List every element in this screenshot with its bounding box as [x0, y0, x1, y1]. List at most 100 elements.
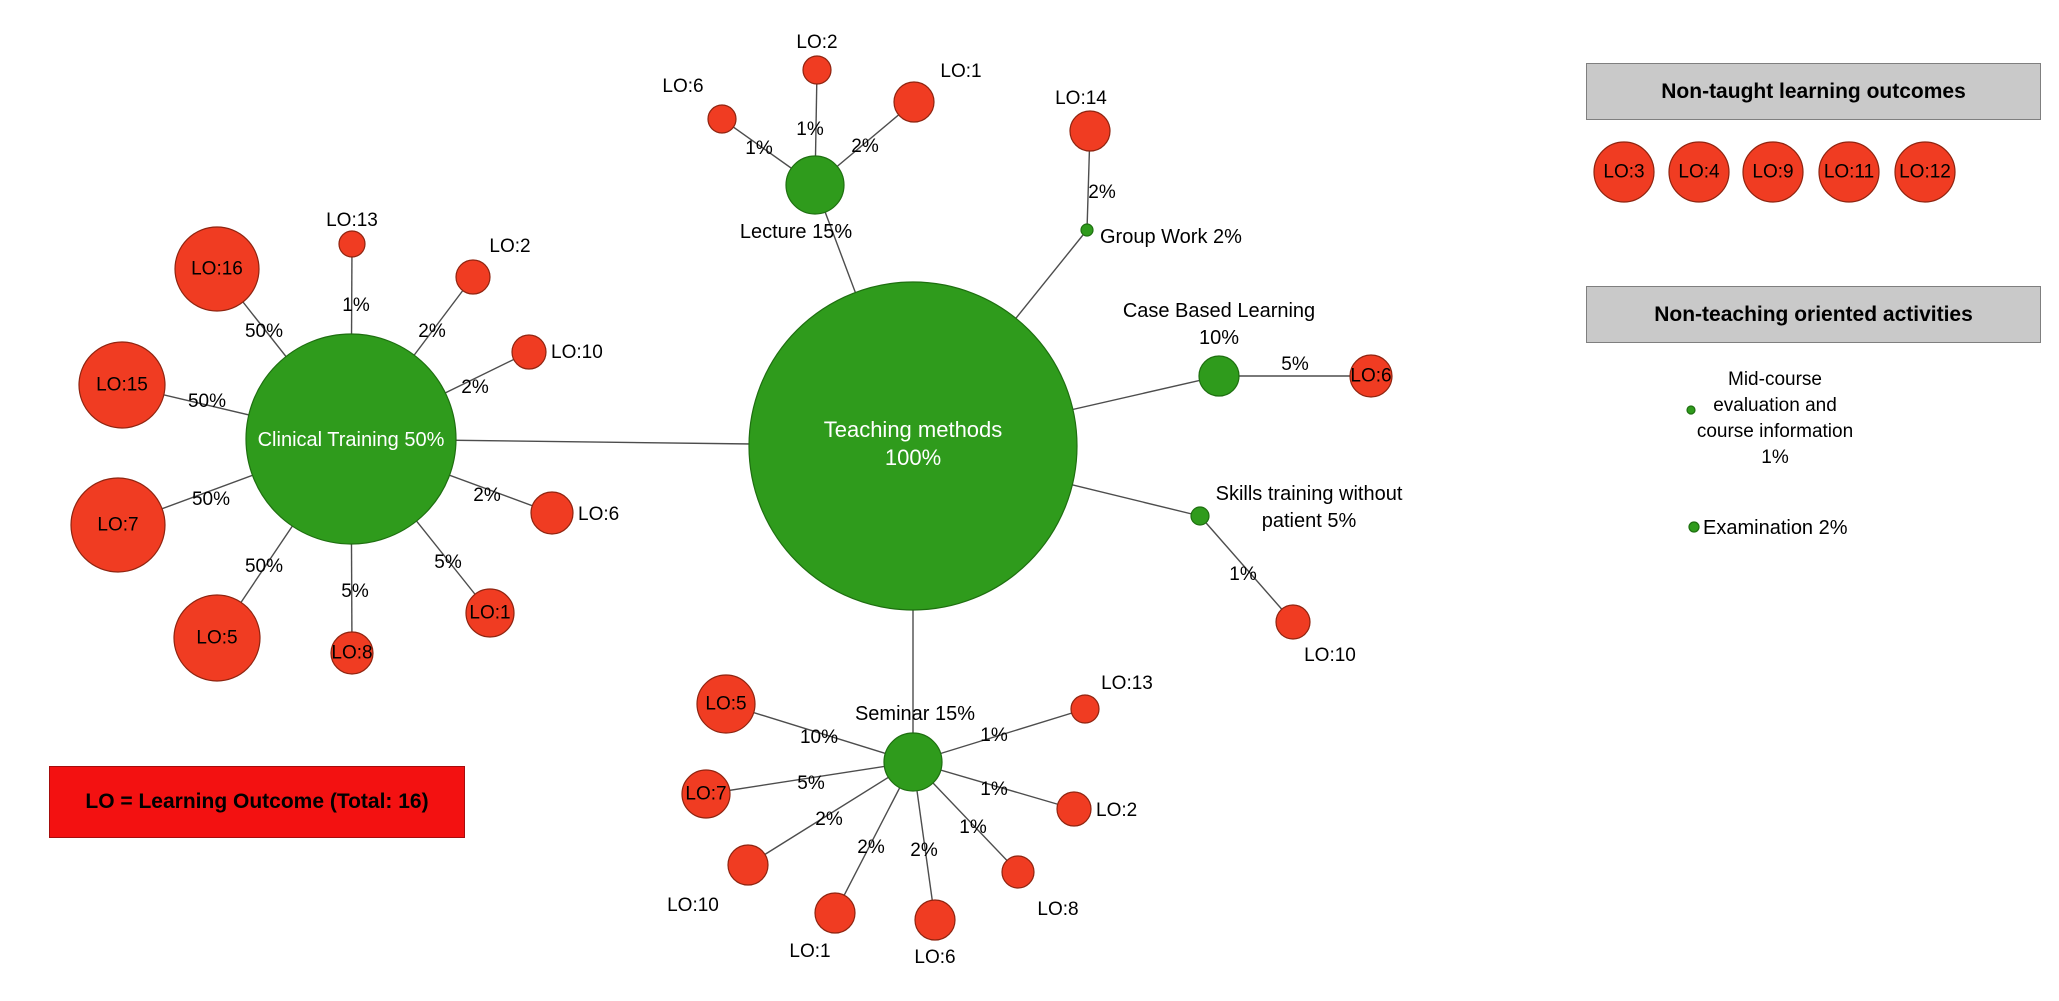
pct-clin-lo5: 50% [245, 556, 283, 577]
node-label-nt-lo11: LO:11 [1824, 162, 1874, 183]
node-lecture [785, 155, 845, 215]
node-sem-lo5 [696, 674, 756, 734]
pct-sem-lo1: 2% [857, 837, 885, 858]
skills-label-1: Skills training without [1216, 483, 1403, 505]
node-label-clin-lo8: LO:8 [331, 643, 372, 664]
node-label-nt-lo12: LO:12 [1899, 162, 1951, 183]
pct-sem-lo6: 2% [910, 840, 938, 861]
node-lect-lo6 [707, 104, 737, 134]
clin-lo10-label: LO:10 [551, 342, 603, 363]
node-seminar [883, 732, 943, 792]
node-clin-lo5 [173, 594, 261, 682]
node-label-sem-lo5: LO:5 [705, 694, 746, 715]
node-sem-lo6 [914, 899, 956, 941]
node-sem-lo13 [1070, 694, 1100, 724]
pct-clin-lo16: 50% [245, 321, 283, 342]
node-sem-lo2 [1056, 791, 1092, 827]
sem-lo8-label: LO:8 [1037, 899, 1078, 920]
pct-clin-lo2: 2% [418, 321, 446, 342]
node-nt-lo12 [1894, 141, 1956, 203]
node-nt-lo11 [1818, 141, 1880, 203]
sem-lo6-label: LO:6 [914, 947, 955, 968]
pct-clin-lo13: 1% [342, 295, 370, 316]
midcourse-label-4: 1% [1761, 447, 1789, 468]
pct-lect-lo6: 1% [745, 138, 773, 159]
group-work-label: Group Work 2% [1100, 226, 1242, 248]
pct-clin-lo10: 2% [461, 377, 489, 398]
pct-clin-lo7: 50% [192, 489, 230, 510]
case-based-label-2: 10% [1199, 327, 1239, 349]
node-sem-lo10 [727, 844, 769, 886]
edge-sk-lo10 [1199, 515, 1294, 623]
midcourse-label-2: evaluation and [1713, 395, 1837, 416]
node-label-nt-lo4: LO:4 [1678, 162, 1720, 183]
node-clin-lo10 [511, 334, 547, 370]
node-case-based-learning [1198, 355, 1240, 397]
node-lect-lo1 [893, 81, 935, 123]
node-examination-dot [1688, 521, 1700, 533]
case-based-label-1: Case Based Learning [1123, 300, 1315, 322]
node-lect-lo2 [802, 55, 832, 85]
edge-sem-lo13 [912, 708, 1086, 763]
node-label-sem-lo7: LO:7 [685, 784, 726, 805]
legend-abbreviation-box: LO = Learning Outcome (Total: 16) [49, 766, 465, 838]
pct-sem-lo7: 5% [797, 773, 825, 794]
node-label-nt-lo3: LO:3 [1603, 162, 1644, 183]
node-clin-lo7 [70, 477, 166, 573]
clin-lo2-label: LO:2 [489, 236, 530, 257]
edge-sem-lo7 [705, 761, 914, 795]
node-clin-lo1 [465, 588, 515, 638]
node-label-clin-lo7: LO:7 [97, 515, 138, 536]
midcourse-label-3: course information [1697, 421, 1853, 442]
lect-lo2-label: LO:2 [796, 32, 837, 53]
clinical-training-label: Clinical Training 50% [258, 429, 445, 451]
node-clin-lo6 [530, 491, 574, 535]
teaching-methods-label-1: Teaching methods [824, 417, 1003, 442]
node-nt-lo3 [1593, 141, 1655, 203]
node-label-clin-lo15: LO:15 [96, 375, 148, 396]
pct-sem-lo2: 1% [980, 779, 1008, 800]
node-label-cb-lo6: LO:6 [1350, 366, 1391, 387]
node-nt-lo9 [1742, 141, 1804, 203]
node-clin-lo13 [338, 230, 366, 258]
skills-label-2: patient 5% [1262, 510, 1357, 532]
examination-label: Examination 2% [1703, 517, 1848, 539]
pct-gw-lo14: 2% [1088, 182, 1116, 203]
lecture-label: Lecture 15% [740, 221, 853, 243]
pct-lect-lo1: 2% [851, 136, 879, 157]
midcourse-label-1: Mid-course [1728, 369, 1822, 390]
lect-lo6-label: LO:6 [662, 76, 703, 97]
node-midcourse-dot [1686, 405, 1696, 415]
node-sk-lo10 [1275, 604, 1311, 640]
pct-lect-lo2: 1% [796, 119, 824, 140]
gw-lo14-label: LO:14 [1055, 88, 1107, 109]
pct-sem-lo5: 10% [800, 727, 838, 748]
sem-lo10-label: LO:10 [667, 895, 719, 916]
node-clin-lo15 [78, 341, 166, 429]
teaching-methods-label-2: 100% [885, 445, 941, 470]
pct-sem-lo13: 1% [980, 725, 1008, 746]
pct-cb-lo6: 5% [1281, 354, 1309, 375]
node-sem-lo8 [1001, 855, 1035, 889]
node-label-clin-lo16: LO:16 [191, 259, 243, 280]
node-label-clin-lo1: LO:1 [469, 603, 510, 624]
node-sem-lo7 [681, 769, 731, 819]
sem-lo1-label: LO:1 [789, 941, 830, 962]
sem-lo13-label: LO:13 [1101, 673, 1153, 694]
node-gw-lo14 [1069, 110, 1111, 152]
clin-lo13-label: LO:13 [326, 210, 378, 231]
sem-lo2-label: LO:2 [1096, 800, 1137, 821]
edge-sem-lo5 [725, 703, 914, 763]
lect-lo1-label: LO:1 [940, 61, 981, 82]
node-clin-lo2 [455, 259, 491, 295]
pct-clin-lo15: 50% [188, 391, 226, 412]
node-label-clin-lo5: LO:5 [196, 628, 237, 649]
pct-sk-lo10: 1% [1229, 564, 1257, 585]
node-label-nt-lo9: LO:9 [1752, 162, 1793, 183]
node-clin-lo16 [174, 226, 260, 312]
node-cb-lo6 [1349, 354, 1393, 398]
node-clin-lo8 [330, 631, 374, 675]
node-skills-training [1190, 506, 1210, 526]
